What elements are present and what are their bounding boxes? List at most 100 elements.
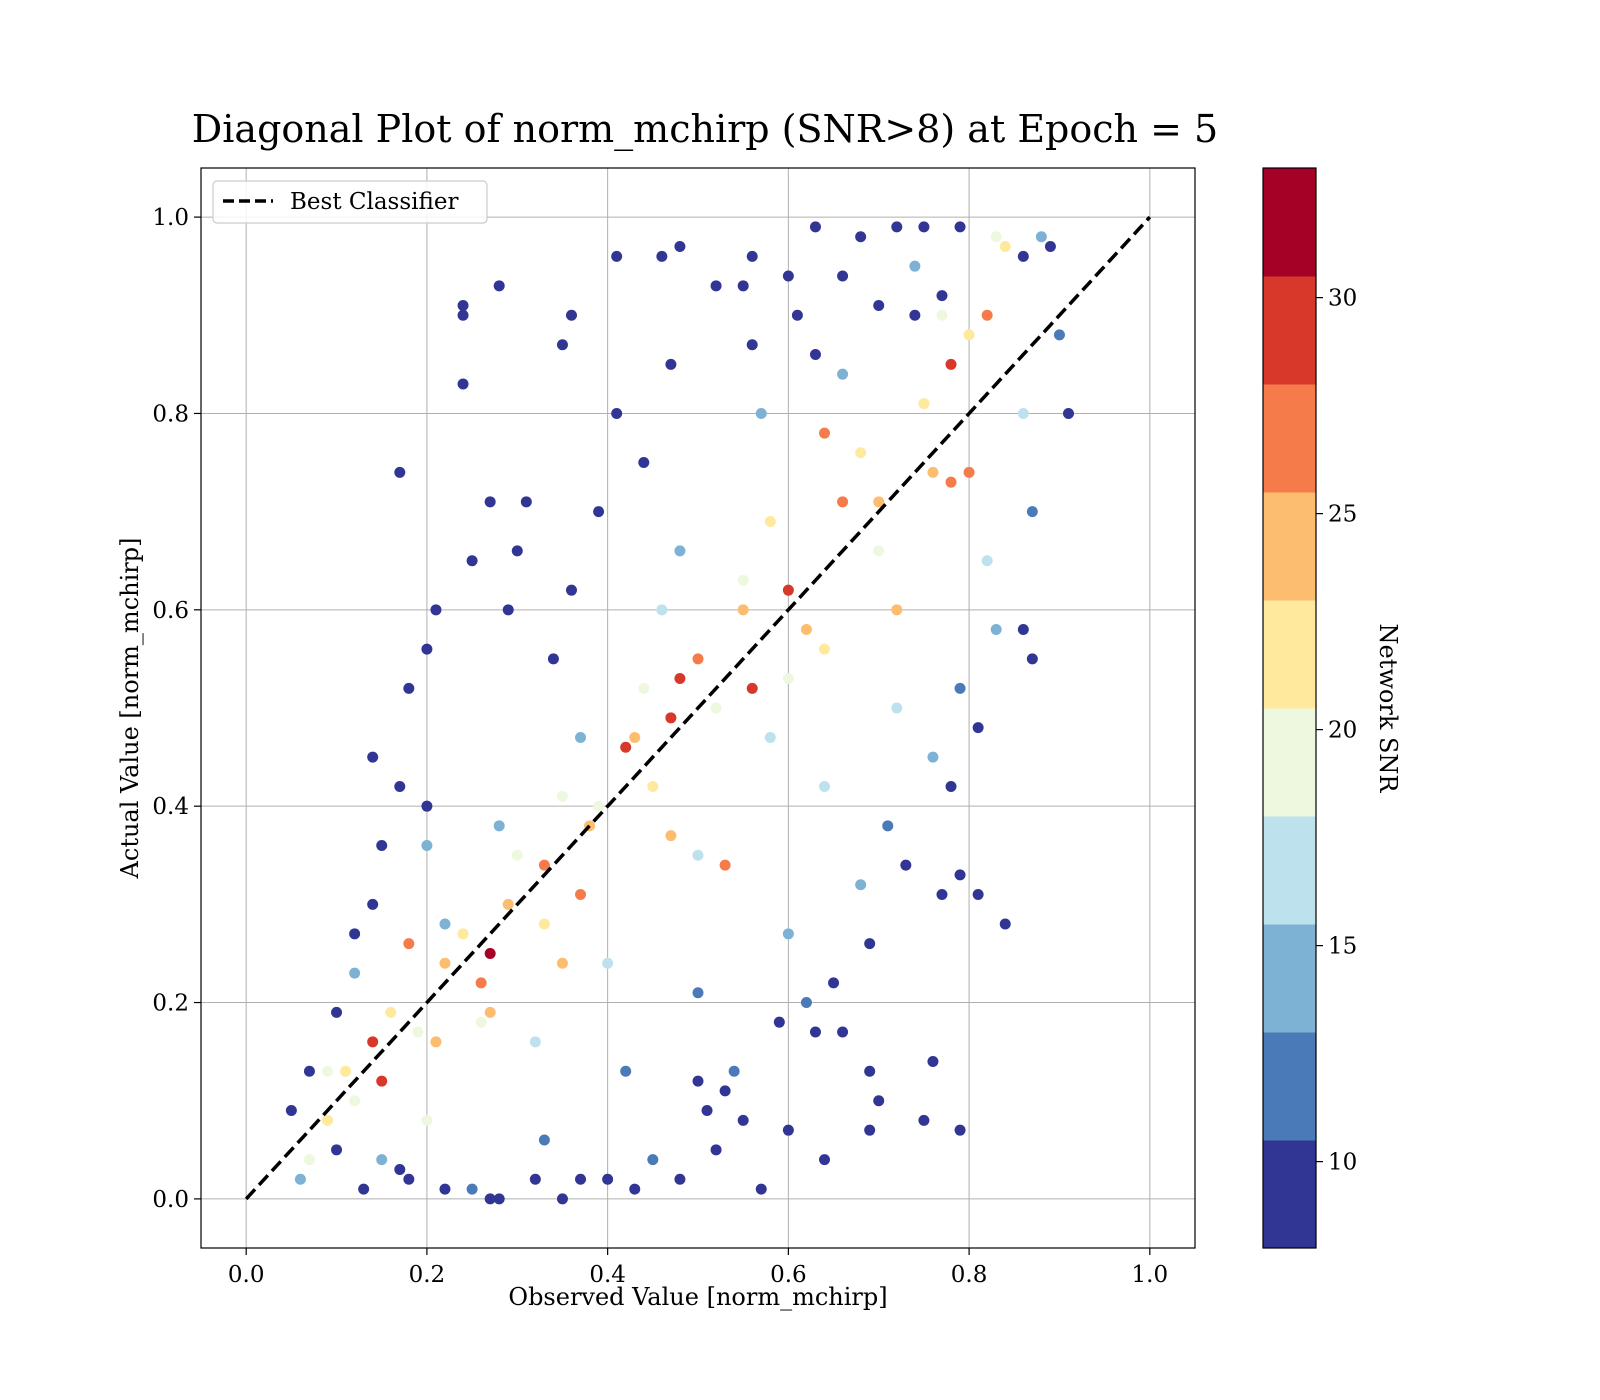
scatter-point-148 — [385, 1006, 397, 1018]
x-tick-label-5: 1.0 — [1132, 1262, 1169, 1288]
scatter-point-134 — [322, 1065, 334, 1077]
scatter-point-3 — [457, 378, 469, 390]
scatter-point-15 — [954, 869, 966, 881]
scatter-point-164 — [629, 731, 641, 743]
scatter-point-110 — [837, 368, 849, 380]
scatter-point-182 — [376, 1075, 388, 1087]
scatter-point-4 — [394, 466, 406, 478]
scatter-point-137 — [936, 309, 948, 321]
scatter-point-9 — [611, 250, 623, 262]
legend-box — [212, 180, 488, 224]
x-tick-label-0: 0.0 — [228, 1262, 265, 1288]
axes-frame — [200, 167, 1196, 1249]
scatter-point-20 — [954, 1124, 966, 1136]
scatter-point-147 — [457, 928, 469, 940]
colorbar-segment-1 — [1263, 1032, 1316, 1141]
scatter-point-98 — [692, 987, 704, 999]
scatter-point-92 — [403, 1173, 415, 1185]
scatter-point-77 — [358, 1183, 370, 1195]
scatter-point-152 — [322, 1114, 334, 1126]
scatter-point-172 — [719, 859, 731, 871]
scatter-point-82 — [565, 584, 577, 596]
colorbar-segment-5 — [1263, 600, 1316, 709]
scatter-point-55 — [665, 358, 677, 370]
scatter-point-150 — [819, 643, 831, 655]
colorbar — [1262, 167, 1317, 1249]
scatter-point-106 — [990, 623, 1002, 635]
plot-area — [200, 167, 1196, 1249]
scatter-point-189 — [484, 947, 496, 959]
scatter-point-184 — [945, 358, 957, 370]
scatter-point-70 — [773, 1016, 785, 1028]
scatter-point-66 — [945, 781, 957, 793]
scatter-point-32 — [809, 1026, 821, 1038]
scatter-point-139 — [782, 673, 794, 685]
scatter-point-154 — [855, 447, 867, 459]
scatter-points — [285, 221, 1074, 1205]
scatter-point-123 — [656, 604, 668, 616]
scatter-point-87 — [873, 299, 885, 311]
scatter-point-186 — [782, 584, 794, 596]
scatter-point-103 — [1026, 506, 1038, 518]
scatter-point-188 — [620, 741, 632, 753]
scatter-point-12 — [746, 250, 758, 262]
scatter-point-122 — [692, 849, 704, 861]
scatter-point-185 — [746, 682, 758, 694]
scatter-point-42 — [421, 643, 433, 655]
scatter-point-104 — [421, 839, 433, 851]
scatter-point-155 — [647, 781, 659, 793]
colorbar-segment-7 — [1263, 384, 1316, 493]
scatter-point-162 — [927, 466, 939, 478]
scatter-point-131 — [556, 790, 568, 802]
scatter-point-108 — [855, 879, 867, 891]
scatter-point-19 — [918, 1114, 930, 1126]
scatter-point-173 — [819, 427, 831, 439]
scatter-point-58 — [782, 270, 794, 282]
scatter-point-48 — [376, 839, 388, 851]
scatter-point-17 — [936, 889, 948, 901]
scatter-point-31 — [837, 1026, 849, 1038]
scatter-point-68 — [864, 938, 876, 950]
scatter-point-95 — [800, 997, 812, 1009]
scatter-point-10 — [656, 250, 668, 262]
scatter-point-183 — [674, 673, 686, 685]
scatter-point-167 — [556, 957, 568, 969]
scatter-point-86 — [837, 270, 849, 282]
x-tick-label-1: 0.2 — [409, 1262, 446, 1288]
scatter-point-171 — [945, 476, 957, 488]
x-tick-label-4: 0.8 — [951, 1262, 988, 1288]
scatter-point-83 — [746, 339, 758, 351]
scatter-point-79 — [547, 653, 559, 665]
y-tick-label-2: 0.4 — [152, 794, 189, 820]
colorbar-segment-2 — [1263, 924, 1316, 1033]
scatter-point-65 — [972, 722, 984, 734]
scatter-point-140 — [710, 702, 722, 714]
y-axis-ticks: 0.0 0.2 0.4 0.6 0.8 1.0 — [152, 205, 201, 1213]
colorbar-segment-8 — [1263, 276, 1316, 385]
colorbar-segment-9 — [1263, 168, 1316, 277]
scatter-point-29 — [484, 1193, 496, 1205]
scatter-point-24 — [819, 1154, 831, 1166]
scatter-point-145 — [764, 515, 776, 527]
scatter-point-5 — [403, 682, 415, 694]
scatter-point-90 — [575, 1173, 587, 1185]
best-classifier-line — [244, 215, 1152, 1201]
scatter-point-23 — [864, 1124, 876, 1136]
scatter-point-129 — [737, 574, 749, 586]
scatter-point-81 — [638, 457, 650, 469]
scatter-point-13 — [809, 221, 821, 233]
y-tick-label-0: 0.0 — [152, 1187, 189, 1213]
colorbar-frame — [1262, 167, 1317, 1249]
colorbar-segment-0 — [1263, 1140, 1316, 1249]
scatter-point-111 — [755, 407, 767, 419]
scatter-point-179 — [981, 309, 993, 321]
scatter-point-54 — [611, 407, 623, 419]
scatter-point-120 — [819, 781, 831, 793]
scatter-point-51 — [331, 1006, 343, 1018]
colorbar-ticks: 10 15 20 25 30 — [1316, 286, 1357, 1176]
scatter-point-45 — [466, 555, 478, 567]
scatter-point-93 — [954, 682, 966, 694]
scatter-point-50 — [349, 928, 361, 940]
scatter-point-101 — [466, 1183, 478, 1195]
colorbar-segment-3 — [1263, 816, 1316, 925]
